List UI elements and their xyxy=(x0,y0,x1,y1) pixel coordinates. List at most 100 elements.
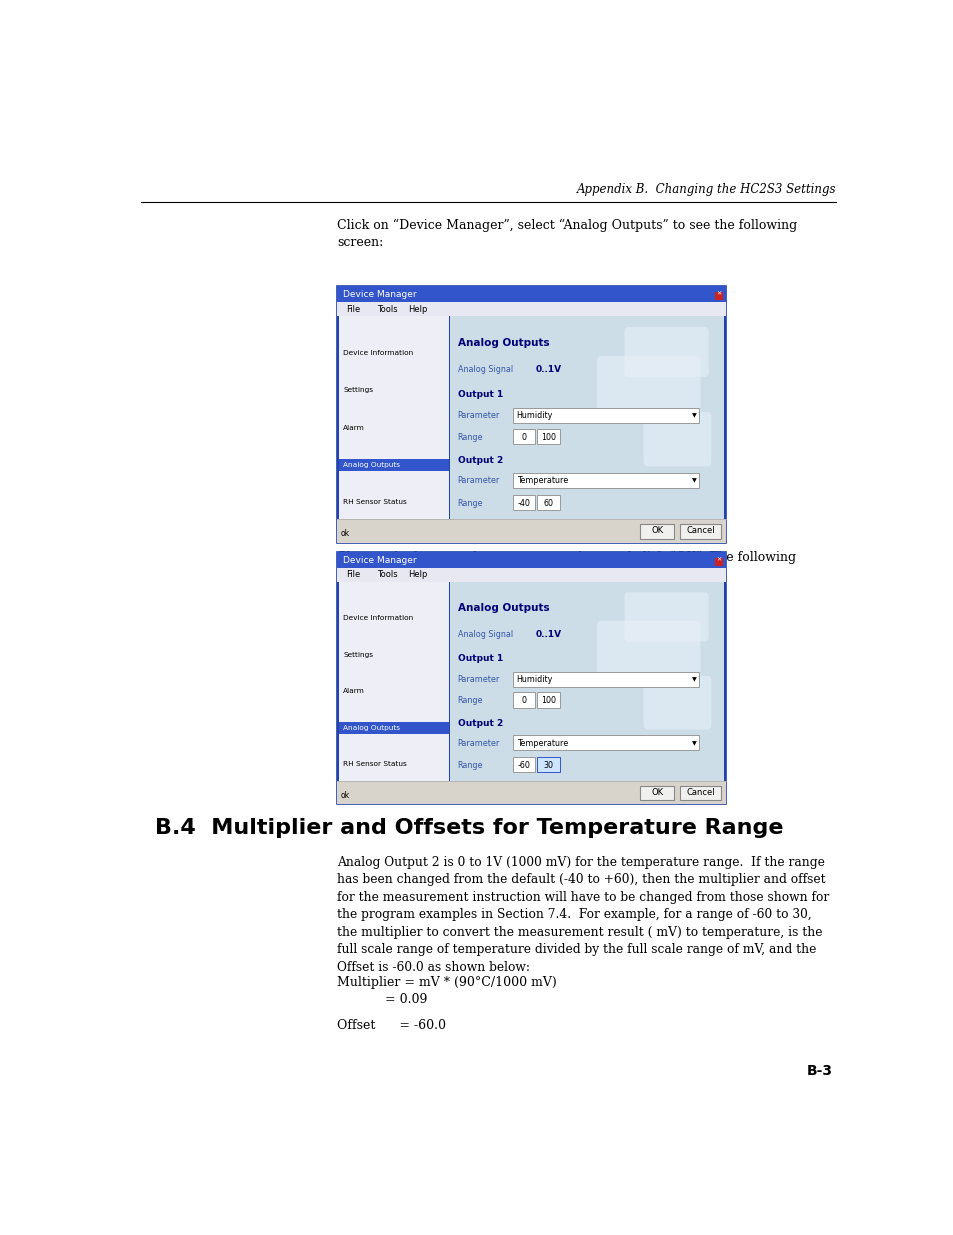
Text: 100: 100 xyxy=(540,432,556,442)
FancyBboxPatch shape xyxy=(513,473,699,488)
Text: B-3: B-3 xyxy=(806,1065,832,1078)
Text: ▼: ▼ xyxy=(692,478,697,483)
Text: Range: Range xyxy=(457,432,482,442)
Text: ok: ok xyxy=(340,790,349,799)
Text: Analog Output 2 is 0 to 1V (1000 mV) for the temperature range.  If the range
ha: Analog Output 2 is 0 to 1V (1000 mV) for… xyxy=(337,856,829,973)
Text: 0..1V: 0..1V xyxy=(535,630,560,638)
FancyBboxPatch shape xyxy=(597,621,700,685)
Text: Output 1: Output 1 xyxy=(457,655,502,663)
Text: Range: Range xyxy=(457,499,482,508)
Text: Appendix B.  Changing the HC2S3 Settings: Appendix B. Changing the HC2S3 Settings xyxy=(577,183,836,196)
Text: Help: Help xyxy=(408,305,427,314)
Text: -60: -60 xyxy=(517,761,530,769)
Text: ▼: ▼ xyxy=(692,414,697,419)
Text: Multiplier = mV * (90°C/1000 mV): Multiplier = mV * (90°C/1000 mV) xyxy=(337,976,557,988)
FancyBboxPatch shape xyxy=(624,327,708,377)
FancyBboxPatch shape xyxy=(643,676,711,730)
Text: Output 1: Output 1 xyxy=(457,390,502,399)
FancyBboxPatch shape xyxy=(537,495,559,510)
Text: Humidity: Humidity xyxy=(517,676,553,684)
FancyBboxPatch shape xyxy=(679,785,720,800)
Text: Parameter: Parameter xyxy=(457,676,499,684)
Text: = 0.09: = 0.09 xyxy=(337,993,427,1005)
Text: Device Manager: Device Manager xyxy=(342,556,416,564)
FancyBboxPatch shape xyxy=(337,568,724,582)
FancyBboxPatch shape xyxy=(513,757,535,772)
FancyBboxPatch shape xyxy=(337,519,724,543)
Text: File: File xyxy=(346,305,360,314)
Text: -40: -40 xyxy=(517,499,530,508)
Text: Analog Outputs: Analog Outputs xyxy=(343,462,400,468)
Text: Humidity: Humidity xyxy=(517,411,553,420)
FancyBboxPatch shape xyxy=(337,552,724,568)
FancyBboxPatch shape xyxy=(450,582,723,802)
Text: Analog Signal: Analog Signal xyxy=(457,366,512,374)
Text: Change the lower and upper range values and click “OK”. The following
screen sho: Change the lower and upper range values … xyxy=(337,551,796,580)
Text: Analog Outputs: Analog Outputs xyxy=(457,338,549,348)
Text: OK: OK xyxy=(650,788,662,797)
Text: Parameter: Parameter xyxy=(457,477,499,485)
Text: 100: 100 xyxy=(540,697,556,705)
FancyBboxPatch shape xyxy=(338,582,448,802)
Text: B.4  Multiplier and Offsets for Temperature Range: B.4 Multiplier and Offsets for Temperatu… xyxy=(154,818,782,837)
FancyBboxPatch shape xyxy=(513,735,699,751)
Text: ▼: ▼ xyxy=(692,677,697,682)
Text: ✕: ✕ xyxy=(716,558,720,563)
Text: Analog Outputs: Analog Outputs xyxy=(457,603,549,614)
Text: Settings: Settings xyxy=(343,652,373,657)
Text: OK: OK xyxy=(650,526,662,536)
FancyBboxPatch shape xyxy=(513,429,535,445)
FancyBboxPatch shape xyxy=(513,408,699,422)
Text: Alarm: Alarm xyxy=(343,425,365,431)
Text: Offset      = -60.0: Offset = -60.0 xyxy=(337,1019,446,1032)
FancyBboxPatch shape xyxy=(337,552,724,804)
FancyBboxPatch shape xyxy=(513,495,535,510)
Text: Tools: Tools xyxy=(376,305,397,314)
Text: Help: Help xyxy=(408,571,427,579)
Text: RH Sensor Status: RH Sensor Status xyxy=(343,762,407,767)
FancyBboxPatch shape xyxy=(639,524,673,538)
Text: Output 2: Output 2 xyxy=(457,456,502,466)
Text: Alarm: Alarm xyxy=(343,688,365,694)
FancyBboxPatch shape xyxy=(714,291,722,300)
Text: Parameter: Parameter xyxy=(457,739,499,747)
FancyBboxPatch shape xyxy=(337,303,724,316)
Text: Settings: Settings xyxy=(343,388,373,393)
FancyBboxPatch shape xyxy=(624,593,708,641)
FancyBboxPatch shape xyxy=(338,721,448,734)
Text: Device Information: Device Information xyxy=(343,615,413,621)
Text: RH Sensor Status: RH Sensor Status xyxy=(343,499,407,505)
Text: Analog Outputs: Analog Outputs xyxy=(343,725,400,731)
FancyBboxPatch shape xyxy=(338,458,448,471)
Text: 0: 0 xyxy=(521,432,526,442)
Text: Click on “Device Manager”, select “Analog Outputs” to see the following
screen:: Click on “Device Manager”, select “Analo… xyxy=(337,219,797,248)
FancyBboxPatch shape xyxy=(643,412,711,467)
Text: Parameter: Parameter xyxy=(457,411,499,420)
Text: Output 2: Output 2 xyxy=(457,719,502,727)
FancyBboxPatch shape xyxy=(597,356,700,421)
Text: ok: ok xyxy=(340,529,349,538)
FancyBboxPatch shape xyxy=(537,693,559,708)
FancyBboxPatch shape xyxy=(337,287,724,543)
Text: ▼: ▼ xyxy=(692,741,697,746)
Text: File: File xyxy=(346,571,360,579)
FancyBboxPatch shape xyxy=(450,316,723,540)
Text: Range: Range xyxy=(457,761,482,769)
Text: Device Manager: Device Manager xyxy=(342,289,416,299)
FancyBboxPatch shape xyxy=(714,558,722,566)
Text: Tools: Tools xyxy=(376,571,397,579)
Text: Analog Signal: Analog Signal xyxy=(457,630,512,638)
FancyBboxPatch shape xyxy=(337,287,724,303)
Text: 0..1V: 0..1V xyxy=(535,366,560,374)
FancyBboxPatch shape xyxy=(338,316,448,540)
FancyBboxPatch shape xyxy=(337,781,724,804)
FancyBboxPatch shape xyxy=(537,429,559,445)
Text: Cancel: Cancel xyxy=(685,526,714,536)
FancyBboxPatch shape xyxy=(679,524,720,538)
Text: Cancel: Cancel xyxy=(685,788,714,797)
Text: Temperature: Temperature xyxy=(517,477,567,485)
Text: Range: Range xyxy=(457,697,482,705)
Text: 60: 60 xyxy=(543,499,553,508)
Text: Device Information: Device Information xyxy=(343,350,413,356)
Text: ✕: ✕ xyxy=(716,291,720,296)
